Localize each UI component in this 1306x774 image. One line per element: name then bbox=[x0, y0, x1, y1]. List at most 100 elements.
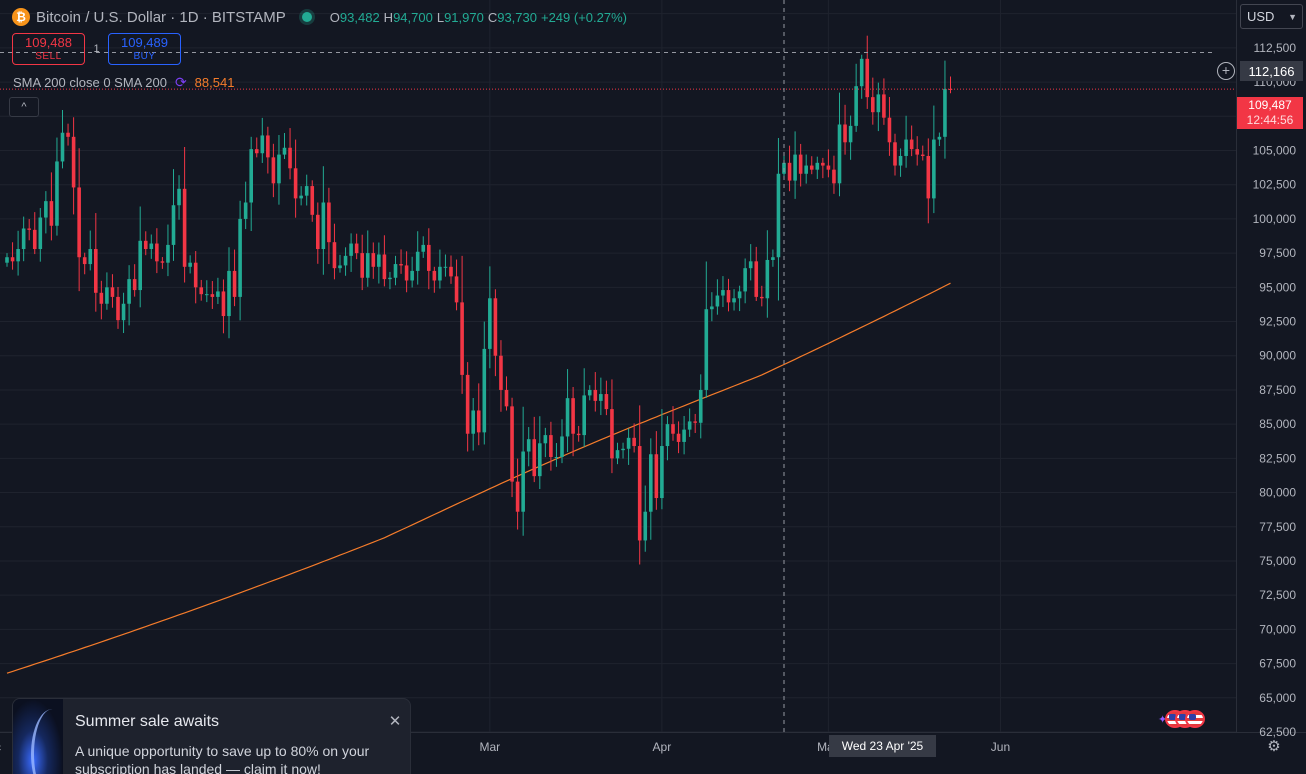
candle-body bbox=[599, 394, 603, 401]
candle bbox=[199, 279, 204, 301]
candle bbox=[815, 156, 820, 179]
candle bbox=[454, 259, 459, 311]
candle-body bbox=[715, 295, 720, 307]
promo-toast[interactable]: Summer sale awaits A unique opportunity … bbox=[12, 698, 411, 774]
candle bbox=[388, 271, 392, 290]
candle-body bbox=[793, 154, 797, 181]
candle-body bbox=[882, 94, 886, 118]
candle bbox=[859, 54, 864, 99]
economic-events-badge[interactable]: ✦ bbox=[1158, 709, 1206, 729]
price-axis-label: 90,000 bbox=[1259, 349, 1296, 363]
currency-select[interactable]: USD ▼ bbox=[1240, 4, 1303, 29]
candle bbox=[110, 274, 115, 308]
candle bbox=[726, 278, 731, 312]
toast-title: Summer sale awaits bbox=[75, 713, 220, 730]
candle-body bbox=[310, 186, 315, 215]
close-icon[interactable]: ✕ bbox=[388, 713, 402, 730]
candle-body bbox=[643, 511, 648, 541]
candle bbox=[182, 147, 187, 283]
candle bbox=[404, 251, 409, 293]
time-axis-label: Jun bbox=[991, 740, 1010, 754]
buy-button[interactable]: 109,489 BUY bbox=[108, 33, 181, 65]
candle bbox=[382, 235, 387, 287]
candle-body bbox=[432, 270, 437, 281]
candle-body bbox=[771, 257, 775, 260]
candle bbox=[449, 255, 453, 284]
candle-body bbox=[543, 435, 548, 444]
collapse-legend-button[interactable]: ^ bbox=[9, 97, 39, 117]
candle bbox=[316, 202, 320, 264]
candle bbox=[610, 379, 614, 474]
candle bbox=[865, 35, 870, 109]
candle bbox=[216, 277, 220, 305]
indicator-legend[interactable]: SMA 200 close 0 SMA 200 ⟳ 88,541 bbox=[13, 74, 234, 91]
candle-body bbox=[765, 259, 770, 299]
candle-body bbox=[887, 117, 892, 143]
candle bbox=[160, 257, 165, 269]
indicator-name[interactable]: SMA 200 close 0 SMA 200 bbox=[13, 75, 167, 90]
candle-body bbox=[404, 265, 409, 281]
candle-body bbox=[754, 261, 759, 297]
candle-body bbox=[166, 244, 170, 263]
candle bbox=[360, 234, 364, 291]
candle-body bbox=[587, 389, 592, 396]
candle bbox=[271, 143, 276, 198]
candle bbox=[171, 169, 176, 261]
quantity-value[interactable]: 1 bbox=[93, 43, 100, 55]
sell-price: 109,488 bbox=[25, 35, 72, 51]
add-alert-plus-icon[interactable]: + bbox=[1217, 62, 1235, 80]
currency-label: USD bbox=[1247, 9, 1275, 24]
candle-body bbox=[926, 155, 931, 199]
candle bbox=[16, 230, 20, 276]
candle-body bbox=[748, 261, 753, 269]
candle-body bbox=[471, 410, 475, 434]
candle-body bbox=[49, 201, 54, 226]
candle bbox=[371, 242, 376, 279]
candle-body bbox=[271, 157, 276, 184]
candle bbox=[626, 428, 631, 465]
candle bbox=[254, 137, 259, 158]
price-axis-label: 87,500 bbox=[1259, 383, 1296, 397]
candle-body bbox=[837, 124, 842, 184]
sell-button[interactable]: 109,488 SELL bbox=[12, 33, 85, 65]
candles-layer bbox=[5, 35, 953, 565]
candle bbox=[227, 247, 231, 339]
candle-body bbox=[671, 424, 675, 434]
candle bbox=[288, 128, 292, 180]
candle-body bbox=[904, 139, 908, 156]
candle-body bbox=[693, 421, 697, 423]
close-label: C bbox=[487, 9, 498, 25]
candle bbox=[354, 233, 359, 260]
bar-countdown: 12:44:56 bbox=[1246, 113, 1294, 127]
market-open-status-icon[interactable] bbox=[301, 12, 312, 22]
candle bbox=[621, 442, 625, 459]
candle-body bbox=[676, 433, 681, 442]
candle bbox=[121, 292, 126, 334]
candle-body bbox=[843, 124, 847, 143]
candle bbox=[848, 115, 853, 160]
symbol-title[interactable]: Bitcoin / U.S. Dollar · 1D · BITSTAMP bbox=[36, 8, 286, 26]
candle bbox=[304, 174, 309, 206]
bitcoin-icon[interactable]: ₿ bbox=[12, 8, 30, 26]
candle-body bbox=[399, 264, 403, 266]
price-axis-label: 97,500 bbox=[1259, 246, 1296, 260]
candle bbox=[926, 138, 931, 224]
candle bbox=[277, 134, 281, 205]
candle-body bbox=[127, 279, 131, 304]
candle-body bbox=[232, 270, 237, 297]
candle-body bbox=[60, 132, 65, 162]
candle bbox=[760, 285, 764, 307]
candle-body bbox=[743, 268, 747, 292]
candle-body bbox=[582, 395, 586, 436]
candle bbox=[105, 272, 109, 310]
candle-body bbox=[626, 437, 631, 449]
candle-body bbox=[649, 454, 653, 512]
candle-body bbox=[443, 266, 448, 268]
candle-body bbox=[393, 264, 398, 278]
candle bbox=[127, 265, 131, 326]
settings-gear-icon[interactable]: ⚙ bbox=[1267, 738, 1281, 755]
candle bbox=[221, 279, 226, 334]
price-axis-label: 70,000 bbox=[1259, 622, 1296, 636]
candle-body bbox=[16, 249, 20, 262]
